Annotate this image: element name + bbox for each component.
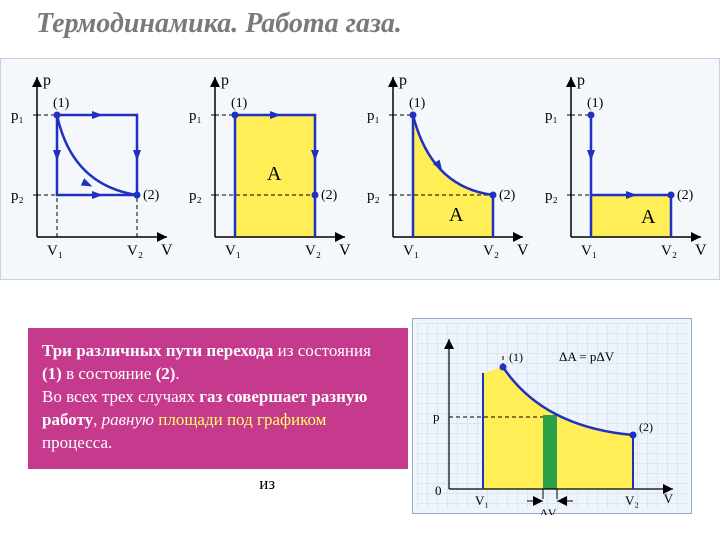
svg-text:(1): (1) [53,96,70,111]
svg-text:p: p [399,72,407,89]
svg-text:(2): (2) [639,420,653,434]
svg-text:V: V [161,242,173,259]
svg-text:V₁: V₁ [581,243,597,259]
svg-text:(1): (1) [587,96,604,111]
svg-text:p₂: p₂ [11,188,24,204]
svg-text:(1): (1) [409,96,426,111]
svg-text:V: V [339,242,351,259]
svg-text:V₁: V₁ [475,493,489,508]
svg-text:V₂: V₂ [127,243,143,259]
panel-3-isotherm: p Vp₁ p₂ V₁ V₂ (1) (2) A [363,67,533,267]
svg-text:p₁: p₁ [545,108,558,124]
svg-text:0: 0 [435,483,442,498]
svg-text:(2): (2) [143,188,160,203]
svg-text:p₁: p₁ [189,108,202,124]
svg-text:V: V [695,242,707,259]
svg-text:(2): (2) [321,188,338,203]
svg-text:p: p [43,72,51,89]
svg-text:p₂: p₂ [545,188,558,204]
svg-text:V: V [517,242,529,259]
svg-text:(1): (1) [231,96,248,111]
svg-text:A: A [449,204,464,226]
svg-text:V₂: V₂ [625,493,639,508]
svg-text:(1): (1) [509,350,523,364]
svg-text:A: A [641,206,656,228]
svg-text:V₁: V₁ [403,243,419,259]
panel-1-three-paths: p Vp₁ p₂ V₁ V₂ (1) (2) [7,67,177,267]
svg-text:V₂: V₂ [483,243,499,259]
svg-text:p₂: p₂ [367,188,380,204]
svg-text:p: p [221,72,229,89]
svg-text:ΔV: ΔV [540,506,557,515]
svg-text:V₂: V₂ [305,243,321,259]
panel-4-isochoric-then-isobaric: p Vp₁ p₂ V₁ V₂ (1) (2) A [541,67,711,267]
svg-text:V₂: V₂ [661,243,677,259]
page-title: Термодинамика. Работа газа. [36,8,402,40]
work-area-chart: 0 p V₁ V₂ V (1) (2) ΔV ΔA = pΔV [412,318,692,514]
svg-text:p: p [433,409,440,424]
svg-text:V₁: V₁ [47,243,63,259]
panel-2-isobaric: p Vp₁ p₂ V₁ V₂ (1) (2) A [185,67,355,267]
svg-text:p₁: p₁ [367,108,380,124]
svg-text:V₁: V₁ [225,243,241,259]
svg-text:A: A [267,163,282,185]
svg-text:(2): (2) [499,188,516,203]
svg-text:p: p [577,72,585,89]
svg-text:(2): (2) [677,188,694,203]
svg-text:p₂: p₂ [189,188,202,204]
svg-text:V: V [664,491,674,506]
explanation-callout: Три различных пути перехода из состояния… [28,328,408,469]
four-diagram-strip: pVp₁p₂V₁V₂(1)(2) pVp₁p₂V₁V₂(1)(2)A pVp₁p… [0,58,720,280]
svg-text:p₁: p₁ [11,108,24,124]
svg-text:ΔA = pΔV: ΔA = pΔV [559,349,615,364]
